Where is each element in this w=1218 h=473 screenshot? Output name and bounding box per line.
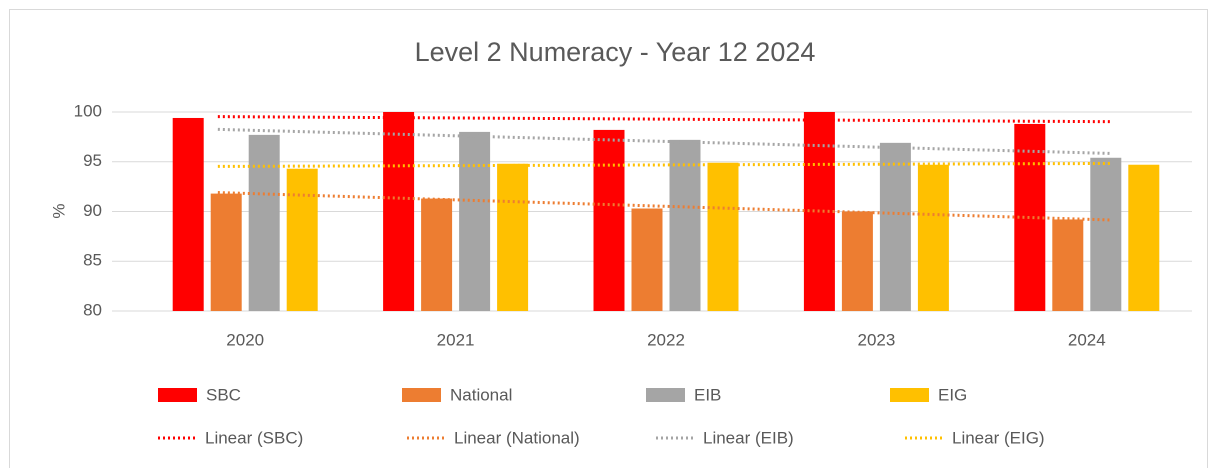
- bar: [1128, 164, 1160, 311]
- bar: [1090, 157, 1122, 311]
- legend-swatch: [646, 388, 685, 402]
- legend-label: National: [450, 385, 512, 404]
- bar: [917, 164, 949, 311]
- bar: [841, 211, 873, 311]
- bar: [421, 198, 453, 311]
- bar: [1014, 123, 1046, 311]
- legend-label: Linear (SBC): [205, 428, 303, 447]
- y-axis-label: %: [49, 203, 68, 218]
- legend-label: Linear (EIB): [703, 428, 794, 447]
- trendline: [217, 191, 1113, 222]
- x-tick-label: 2022: [647, 330, 685, 349]
- legend-label: EIB: [694, 385, 721, 404]
- legend-label: EIG: [938, 385, 967, 404]
- bar: [593, 129, 625, 311]
- bar: [1052, 219, 1084, 311]
- legend-swatch: [402, 388, 441, 402]
- bar: [248, 134, 280, 311]
- x-tick-label: 2020: [226, 330, 264, 349]
- legend-label: Linear (National): [454, 428, 580, 447]
- bar: [172, 117, 204, 311]
- chart-title: Level 2 Numeracy - Year 12 2024: [415, 37, 816, 67]
- y-tick-label: 90: [83, 201, 102, 220]
- y-tick-label: 85: [83, 251, 102, 270]
- y-tick-label: 80: [83, 300, 102, 319]
- legend-swatch: [890, 388, 929, 402]
- legend-label: Linear (EIG): [952, 428, 1045, 447]
- bar: [879, 142, 911, 311]
- x-tick-label: 2024: [1068, 330, 1106, 349]
- y-tick-label: 100: [74, 101, 102, 120]
- y-tick-label: 95: [83, 151, 102, 170]
- bar: [210, 193, 242, 311]
- bar: [669, 139, 701, 311]
- bar: [631, 208, 663, 311]
- x-tick-label: 2023: [857, 330, 895, 349]
- bar: [707, 162, 739, 311]
- bar: [497, 163, 529, 311]
- legend-label: SBC: [206, 385, 241, 404]
- trendline: [217, 127, 1113, 155]
- trendline: [217, 161, 1113, 168]
- bar: [286, 168, 318, 311]
- bar: [459, 131, 491, 311]
- bar: [383, 112, 415, 311]
- legend-swatch: [158, 388, 197, 402]
- x-tick-label: 2021: [437, 330, 475, 349]
- trendline: [217, 115, 1113, 124]
